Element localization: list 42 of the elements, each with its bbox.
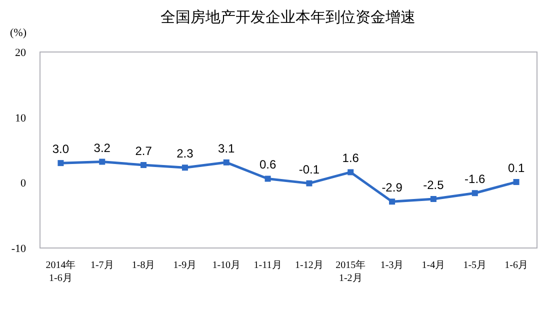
point	[306, 180, 312, 186]
data-label: 3.1	[218, 141, 236, 156]
y-tick-label: 0	[20, 178, 26, 190]
x-tick-label: 1-6月	[504, 260, 528, 271]
point	[472, 190, 478, 196]
data-label: 2.7	[135, 144, 152, 158]
data-label: 0.1	[508, 161, 525, 176]
point	[264, 176, 271, 182]
data-label: -2.5	[423, 178, 444, 192]
point	[58, 160, 64, 166]
x-tick-label: 1-11月	[254, 260, 282, 271]
x-tick-label: 1-8月	[132, 260, 156, 271]
point	[389, 198, 396, 205]
y-tick-label: 10	[15, 112, 26, 124]
data-label: -2.9	[382, 180, 403, 195]
data-label: 3.2	[94, 140, 111, 155]
x-tick-label: 1-10月	[212, 260, 241, 271]
point	[223, 159, 230, 166]
x-tick-label: 1-7月	[90, 260, 114, 271]
data-label: 0.6	[259, 158, 276, 172]
x-tick-label: 1-12月	[295, 260, 324, 271]
x-tick-label: 1-9月	[173, 260, 197, 271]
point	[140, 162, 147, 168]
data-label: -1.6	[464, 172, 486, 186]
x-tick-label: 2014年 1-6月	[46, 259, 76, 284]
point	[182, 164, 188, 171]
y-tick-label: -10	[11, 243, 26, 255]
data-label: 1.6	[342, 151, 360, 166]
data-label: 3.0	[52, 142, 70, 156]
data-label: 2.3	[176, 146, 194, 161]
x-tick-label: 1-3月	[380, 260, 404, 271]
x-tick-label: 2015年 1-2月	[336, 259, 366, 284]
ylabel: (%)	[10, 27, 26, 39]
point	[513, 179, 520, 186]
data-label: -0.1	[298, 162, 320, 176]
point	[99, 158, 106, 165]
title: 全国房地产开发企业本年到位资金增速	[160, 10, 416, 26]
x-tick-label: 1-5月	[463, 260, 487, 271]
point	[430, 196, 436, 202]
y-tick-label: 20	[15, 47, 26, 59]
x-tick-label: 1-4月	[422, 260, 446, 271]
point	[348, 169, 354, 176]
